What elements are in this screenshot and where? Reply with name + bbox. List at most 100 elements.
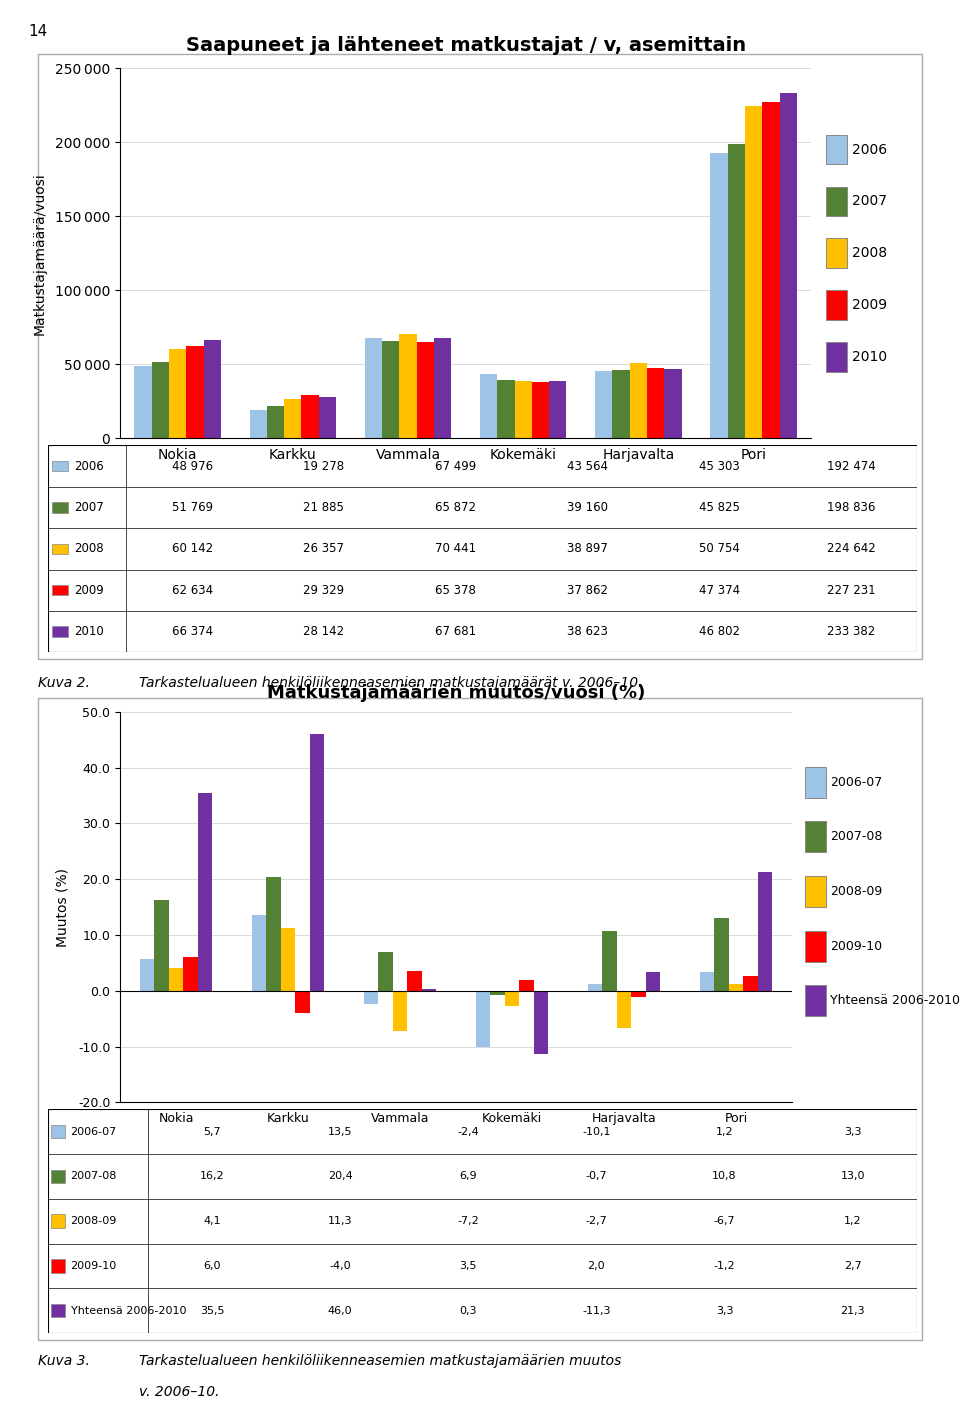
Bar [310, 735, 324, 991]
Bar [714, 919, 729, 991]
Bar [743, 976, 757, 991]
Text: 2006-07: 2006-07 [71, 1127, 117, 1137]
Text: -0,7: -0,7 [586, 1171, 608, 1181]
Text: 21 885: 21 885 [303, 501, 345, 513]
Bar [284, 400, 301, 438]
Bar [364, 991, 378, 1004]
Text: 46,0: 46,0 [327, 1306, 352, 1316]
FancyBboxPatch shape [805, 876, 826, 908]
Text: 13,0: 13,0 [840, 1171, 865, 1181]
FancyBboxPatch shape [805, 821, 826, 852]
Text: 45 303: 45 303 [699, 459, 739, 472]
FancyBboxPatch shape [805, 930, 826, 961]
Bar [647, 369, 664, 438]
Bar [52, 1170, 64, 1183]
FancyBboxPatch shape [826, 238, 847, 268]
Text: 16,2: 16,2 [200, 1171, 225, 1181]
Text: 2009-10: 2009-10 [830, 940, 882, 953]
Text: 11,3: 11,3 [328, 1217, 352, 1227]
Text: -10,1: -10,1 [582, 1127, 611, 1137]
Y-axis label: Matkustajamäärä/vuosi: Matkustajamäärä/vuosi [33, 172, 47, 335]
Bar [52, 1214, 64, 1228]
Text: -4,0: -4,0 [329, 1261, 351, 1271]
Bar [250, 410, 267, 438]
Bar [532, 383, 549, 438]
FancyBboxPatch shape [826, 291, 847, 320]
Bar [134, 366, 152, 438]
Text: 2008: 2008 [74, 542, 104, 556]
Text: 60 142: 60 142 [172, 542, 212, 556]
Text: 2009: 2009 [74, 584, 104, 597]
Bar [421, 990, 437, 991]
Text: Tarkastelualueen henkilöliikenneasemien matkustajamäärät v. 2006–10.: Tarkastelualueen henkilöliikenneasemien … [139, 676, 642, 691]
Bar [475, 991, 491, 1046]
Text: 2008-09: 2008-09 [830, 885, 882, 898]
Text: 28 142: 28 142 [303, 625, 345, 638]
Text: 3,5: 3,5 [460, 1261, 477, 1271]
Text: -1,2: -1,2 [714, 1261, 735, 1271]
Text: 2009-10: 2009-10 [71, 1261, 117, 1271]
Bar [588, 984, 602, 991]
Bar [139, 959, 155, 991]
Bar [53, 461, 68, 471]
Text: 2006: 2006 [74, 459, 104, 472]
Bar [710, 153, 728, 438]
Bar [630, 363, 647, 438]
Text: -2,7: -2,7 [586, 1217, 608, 1227]
Bar [52, 1305, 64, 1317]
Bar [549, 381, 566, 438]
Bar [595, 372, 612, 438]
Text: Yhteensä 2006-2010: Yhteensä 2006-2010 [830, 994, 960, 1007]
Text: 37 862: 37 862 [566, 584, 608, 597]
Text: -11,3: -11,3 [582, 1306, 611, 1316]
Text: 66 374: 66 374 [172, 625, 212, 638]
Bar [186, 346, 204, 438]
Text: 67 681: 67 681 [435, 625, 476, 638]
FancyBboxPatch shape [826, 187, 847, 216]
Bar [53, 543, 68, 554]
Bar [745, 105, 762, 438]
Bar [497, 380, 515, 438]
Text: 2007-08: 2007-08 [71, 1171, 117, 1181]
Bar [198, 793, 212, 991]
Text: 2007: 2007 [852, 194, 886, 208]
Text: 13,5: 13,5 [328, 1127, 352, 1137]
Bar [53, 627, 68, 637]
Bar [53, 586, 68, 596]
Text: 227 231: 227 231 [827, 584, 876, 597]
Text: 2010: 2010 [852, 350, 887, 364]
Y-axis label: Muutos (%): Muutos (%) [56, 868, 69, 947]
Bar [780, 92, 797, 438]
Text: 1,2: 1,2 [716, 1127, 733, 1137]
Bar [505, 991, 519, 1005]
Bar [378, 953, 393, 991]
Text: 5,7: 5,7 [204, 1127, 221, 1137]
Text: 3,3: 3,3 [716, 1306, 733, 1316]
Bar [729, 984, 743, 991]
Text: 2009: 2009 [852, 298, 887, 312]
Bar [382, 340, 399, 438]
Bar [491, 991, 505, 994]
FancyBboxPatch shape [826, 342, 847, 372]
Bar [365, 339, 382, 438]
Text: 46 802: 46 802 [699, 625, 739, 638]
Bar [252, 916, 266, 991]
Bar [602, 930, 616, 991]
Text: 65 872: 65 872 [435, 501, 476, 513]
Bar [319, 397, 336, 438]
Text: 192 474: 192 474 [827, 459, 876, 472]
Text: -6,7: -6,7 [714, 1217, 735, 1227]
Text: 39 160: 39 160 [566, 501, 608, 513]
Text: 4,1: 4,1 [204, 1217, 221, 1227]
Text: 6,9: 6,9 [460, 1171, 477, 1181]
Text: 20,4: 20,4 [327, 1171, 352, 1181]
Text: 2,7: 2,7 [844, 1261, 862, 1271]
Bar [612, 370, 630, 438]
Bar [407, 971, 421, 991]
Bar [646, 973, 660, 991]
Text: 21,3: 21,3 [840, 1306, 865, 1316]
Text: 2007-08: 2007-08 [830, 831, 883, 844]
Bar [757, 872, 773, 991]
Bar [700, 973, 714, 991]
Text: 70 441: 70 441 [435, 542, 476, 556]
